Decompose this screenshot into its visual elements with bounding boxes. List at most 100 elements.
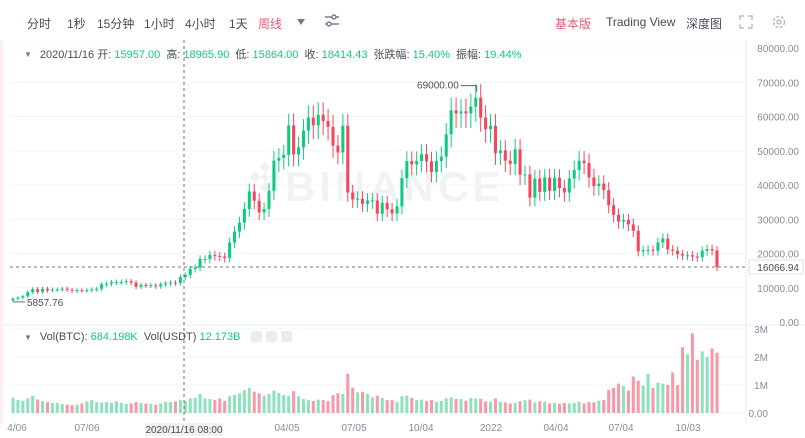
volume-bar[interactable] bbox=[631, 376, 635, 413]
volume-bar[interactable] bbox=[434, 401, 438, 413]
volume-bar[interactable] bbox=[287, 395, 291, 413]
volume-bar[interactable] bbox=[518, 401, 522, 413]
volume-bar[interactable] bbox=[671, 372, 675, 413]
candle[interactable] bbox=[70, 287, 74, 294]
volume-bar[interactable] bbox=[326, 401, 330, 413]
candle[interactable] bbox=[631, 218, 635, 238]
candle[interactable] bbox=[365, 193, 369, 213]
candle[interactable] bbox=[715, 246, 719, 272]
candle[interactable] bbox=[75, 288, 79, 294]
volume-bar[interactable] bbox=[548, 403, 552, 413]
candle[interactable] bbox=[553, 169, 557, 201]
volume-bar[interactable] bbox=[90, 400, 94, 413]
candle[interactable] bbox=[557, 169, 561, 198]
candle[interactable] bbox=[479, 84, 483, 132]
volume-bar[interactable] bbox=[582, 403, 586, 413]
candle[interactable] bbox=[144, 282, 148, 288]
volume-bar[interactable] bbox=[607, 390, 611, 413]
volume-bar[interactable] bbox=[36, 399, 40, 413]
volume-settings-icon[interactable] bbox=[250, 331, 262, 342]
candle[interactable] bbox=[474, 84, 478, 122]
volume-bar[interactable] bbox=[577, 401, 581, 413]
candle[interactable] bbox=[173, 280, 177, 286]
candle[interactable] bbox=[267, 182, 271, 217]
volume-bar[interactable] bbox=[400, 396, 404, 413]
volume-bar[interactable] bbox=[183, 400, 187, 413]
candle[interactable] bbox=[661, 233, 665, 249]
candle[interactable] bbox=[105, 281, 109, 287]
view-basic-tab[interactable]: 基本版 bbox=[555, 17, 592, 31]
candle[interactable] bbox=[188, 265, 192, 279]
volume-bar[interactable] bbox=[365, 393, 369, 413]
candle[interactable] bbox=[400, 169, 404, 215]
candle[interactable] bbox=[395, 199, 399, 222]
volume-bar[interactable] bbox=[498, 401, 502, 413]
candle[interactable] bbox=[434, 151, 438, 183]
volume-bar[interactable] bbox=[252, 391, 256, 413]
volume-bar[interactable] bbox=[459, 399, 463, 413]
candle[interactable] bbox=[361, 191, 365, 213]
volume-bar[interactable] bbox=[454, 399, 458, 413]
candle[interactable] bbox=[247, 183, 251, 217]
candle[interactable] bbox=[621, 213, 625, 229]
volume-bar[interactable] bbox=[11, 397, 15, 413]
volume-bar[interactable] bbox=[316, 399, 320, 413]
volume-bar[interactable] bbox=[543, 401, 547, 413]
volume-bar[interactable] bbox=[710, 348, 714, 413]
candle[interactable] bbox=[139, 282, 143, 290]
candle[interactable] bbox=[444, 123, 448, 169]
candle[interactable] bbox=[420, 144, 424, 173]
candle[interactable] bbox=[316, 102, 320, 140]
interval-tab-1h[interactable]: 1小时 bbox=[144, 17, 175, 31]
volume-bar[interactable] bbox=[154, 404, 158, 413]
candle[interactable] bbox=[415, 151, 419, 176]
volume-close-icon[interactable] bbox=[280, 331, 292, 342]
volume-bar[interactable] bbox=[621, 386, 625, 413]
candle[interactable] bbox=[237, 216, 241, 238]
volume-bar[interactable] bbox=[100, 402, 104, 413]
candle[interactable] bbox=[528, 165, 532, 207]
volume-bar[interactable] bbox=[267, 393, 271, 413]
candle[interactable] bbox=[405, 151, 409, 189]
volume-bar[interactable] bbox=[444, 398, 448, 413]
candle[interactable] bbox=[154, 283, 158, 289]
candle[interactable] bbox=[50, 287, 54, 293]
candle[interactable] bbox=[439, 146, 443, 173]
volume-bar[interactable] bbox=[513, 402, 517, 413]
volume-bar[interactable] bbox=[85, 401, 89, 413]
fullscreen-icon[interactable] bbox=[739, 15, 753, 29]
candle[interactable] bbox=[469, 93, 473, 129]
volume-bar[interactable] bbox=[105, 402, 109, 413]
volume-bar[interactable] bbox=[70, 405, 74, 413]
volume-bar[interactable] bbox=[262, 395, 266, 413]
volume-bar[interactable] bbox=[528, 399, 532, 413]
volume-bar[interactable] bbox=[203, 398, 207, 413]
volume-bar[interactable] bbox=[41, 401, 45, 413]
candle[interactable] bbox=[705, 244, 709, 256]
volume-bar[interactable] bbox=[242, 390, 246, 413]
candle[interactable] bbox=[198, 255, 202, 272]
candle[interactable] bbox=[297, 136, 301, 167]
candle[interactable] bbox=[582, 151, 586, 175]
candle[interactable] bbox=[503, 140, 507, 172]
volume-bar[interactable] bbox=[95, 402, 99, 413]
candle[interactable] bbox=[587, 153, 591, 188]
volume-bar[interactable] bbox=[351, 387, 355, 413]
candle[interactable] bbox=[134, 280, 138, 290]
candle[interactable] bbox=[213, 250, 217, 261]
candle[interactable] bbox=[282, 144, 286, 170]
volume-bar[interactable] bbox=[277, 392, 281, 413]
candle[interactable] bbox=[159, 282, 163, 289]
candle[interactable] bbox=[607, 182, 611, 214]
volume-bar[interactable] bbox=[380, 397, 384, 413]
candle[interactable] bbox=[636, 225, 640, 257]
volume-bar[interactable] bbox=[237, 393, 241, 413]
candle[interactable] bbox=[31, 287, 35, 295]
volume-bar[interactable] bbox=[572, 402, 576, 413]
candle[interactable] bbox=[508, 151, 512, 175]
candle[interactable] bbox=[169, 280, 173, 287]
view-depth-tab[interactable]: 深度图 bbox=[686, 17, 723, 31]
candle[interactable] bbox=[543, 168, 547, 201]
volume-bar[interactable] bbox=[336, 393, 340, 413]
